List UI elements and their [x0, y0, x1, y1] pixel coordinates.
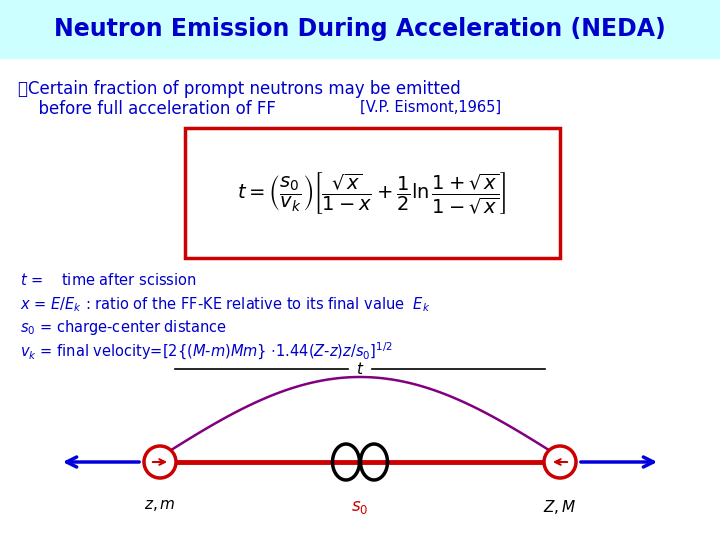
- Text: $t$ =    time after scission: $t$ = time after scission: [20, 272, 197, 288]
- Text: $s_0$ = charge-center distance: $s_0$ = charge-center distance: [20, 318, 227, 337]
- Text: before full acceleration of FF: before full acceleration of FF: [28, 100, 276, 118]
- FancyBboxPatch shape: [185, 128, 560, 258]
- Text: $z,m$: $z,m$: [144, 498, 176, 513]
- Text: ・Certain fraction of prompt neutrons may be emitted: ・Certain fraction of prompt neutrons may…: [18, 80, 461, 98]
- Text: $Z, M$: $Z, M$: [544, 498, 577, 516]
- Text: $v_k$ = final velocity=[2{$(M$-$m$)$Mm$} $\cdot$1.44($Z$-$z$)$z$/$s_0$]$^{1/2}$: $v_k$ = final velocity=[2{$(M$-$m$)$Mm$}…: [20, 341, 392, 362]
- Text: $t = \left(\dfrac{s_0}{v_k}\right)\left[\dfrac{\sqrt{x}}{1-x}+\dfrac{1}{2}\ln\df: $t = \left(\dfrac{s_0}{v_k}\right)\left[…: [238, 170, 507, 216]
- Text: $t$: $t$: [356, 361, 364, 377]
- Text: Neutron Emission During Acceleration (NEDA): Neutron Emission During Acceleration (NE…: [54, 17, 666, 41]
- Circle shape: [144, 446, 176, 478]
- Text: $s_0$: $s_0$: [351, 498, 369, 516]
- Circle shape: [544, 446, 576, 478]
- Text: $x$ = $E/E_k$ : ratio of the FF-KE relative to its final value  $E_k$: $x$ = $E/E_k$ : ratio of the FF-KE relat…: [20, 295, 431, 314]
- FancyBboxPatch shape: [0, 0, 720, 58]
- Text: [V.P. Eismont,1965]: [V.P. Eismont,1965]: [360, 100, 501, 115]
